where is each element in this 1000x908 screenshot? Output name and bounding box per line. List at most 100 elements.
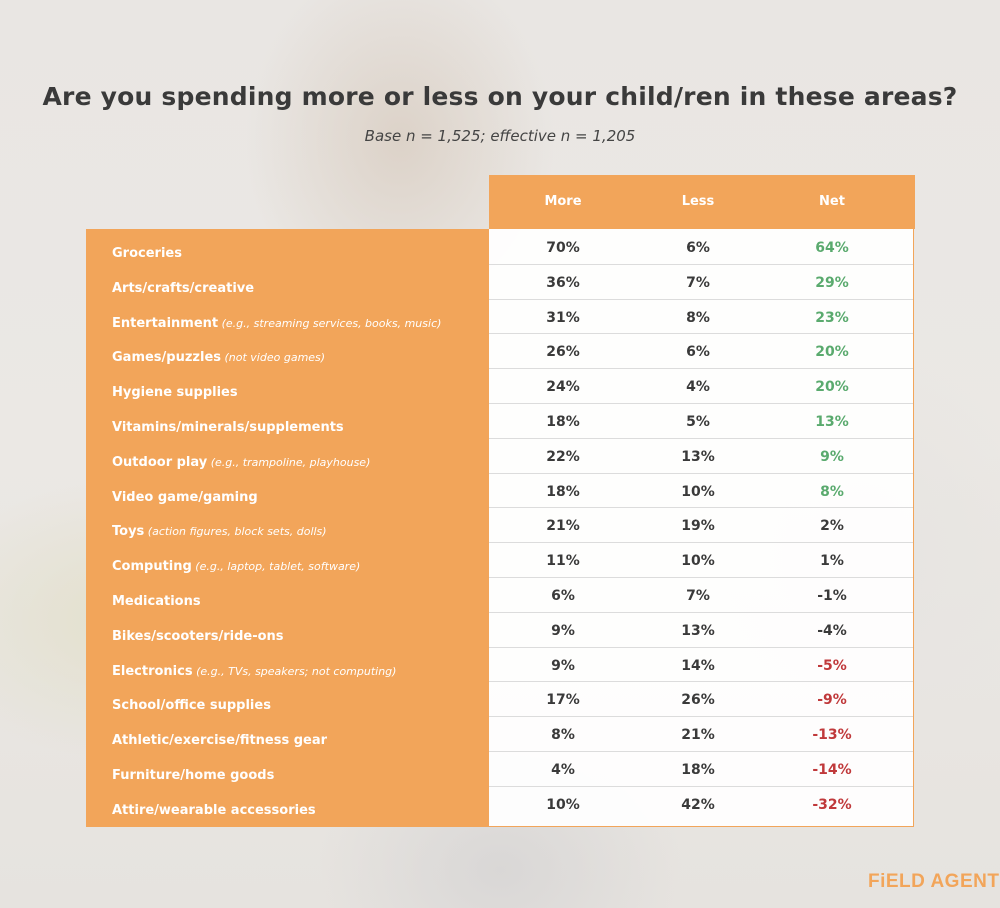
row-label-text: Bikes/scooters/ride-ons	[112, 629, 284, 644]
cell-more: 9%	[551, 623, 575, 639]
cell-net: 8%	[820, 484, 844, 500]
cell-net: 20%	[815, 344, 849, 360]
cell-net: -13%	[812, 727, 852, 743]
row-divider	[489, 681, 913, 682]
row-label-text: Games/puzzles	[112, 350, 221, 365]
row-label-text: Entertainment	[112, 316, 219, 331]
brand-logo: FiELD AGENT	[868, 871, 1000, 892]
row-label: Attire/wearable accessories	[112, 803, 492, 818]
cell-less: 7%	[686, 275, 710, 291]
cell-net: -1%	[817, 588, 847, 604]
cell-less: 13%	[681, 623, 715, 639]
row-label-text: Attire/wearable accessories	[112, 803, 316, 818]
row-label-text: School/office supplies	[112, 698, 271, 713]
cell-more: 22%	[546, 449, 580, 465]
row-label: Vitamins/minerals/supplements	[112, 420, 492, 435]
cell-more: 31%	[546, 310, 580, 326]
chart-title: Are you spending more or less on your ch…	[42, 82, 958, 111]
cell-net: -14%	[812, 762, 852, 778]
row-label-text: Outdoor play	[112, 455, 208, 470]
cell-more: 18%	[546, 414, 580, 430]
cell-more: 21%	[546, 518, 580, 534]
row-label-text: Furniture/home goods	[112, 768, 275, 783]
row-label: Bikes/scooters/ride-ons	[112, 629, 492, 644]
cell-less: 10%	[681, 553, 715, 569]
row-divider	[489, 333, 913, 334]
row-divider	[489, 786, 913, 787]
cell-less: 21%	[681, 727, 715, 743]
cell-less: 6%	[686, 240, 710, 256]
cell-net: 13%	[815, 414, 849, 430]
cell-less: 7%	[686, 588, 710, 604]
row-label: School/office supplies	[112, 698, 492, 713]
cell-more: 6%	[551, 588, 575, 604]
cell-less: 6%	[686, 344, 710, 360]
row-label-text: Video game/gaming	[112, 490, 258, 505]
row-label: Electronics (e.g., TVs, speakers; not co…	[112, 664, 492, 679]
cell-net: 23%	[815, 310, 849, 326]
cell-more: 4%	[551, 762, 575, 778]
row-label: Video game/gaming	[112, 490, 492, 505]
row-label-note: (e.g., laptop, tablet, software)	[191, 560, 361, 573]
row-label-text: Electronics	[112, 664, 193, 679]
cell-more: 17%	[546, 692, 580, 708]
row-label: Computing (e.g., laptop, tablet, softwar…	[112, 559, 492, 574]
cell-net: 29%	[815, 275, 849, 291]
row-label: Outdoor play (e.g., trampoline, playhous…	[112, 455, 492, 470]
row-divider	[489, 299, 913, 300]
cell-more: 26%	[546, 344, 580, 360]
table-body	[489, 229, 914, 827]
cell-less: 4%	[686, 379, 710, 395]
column-header-bar: More Less Net	[489, 175, 915, 229]
cell-less: 13%	[681, 449, 715, 465]
cell-net: 1%	[820, 553, 844, 569]
cell-net: -4%	[817, 623, 847, 639]
row-label-note: (action figures, block sets, dolls)	[144, 525, 327, 538]
row-label: Entertainment (e.g., streaming services,…	[112, 316, 492, 331]
cell-net: 9%	[820, 449, 844, 465]
cell-more: 70%	[546, 240, 580, 256]
row-label-note: (e.g., TVs, speakers; not computing)	[192, 665, 397, 678]
cell-less: 18%	[681, 762, 715, 778]
row-label-text: Toys	[112, 524, 145, 539]
row-divider	[489, 264, 913, 265]
cell-more: 18%	[546, 484, 580, 500]
cell-less: 8%	[686, 310, 710, 326]
cell-net: -32%	[812, 797, 852, 813]
cell-less: 42%	[681, 797, 715, 813]
row-divider	[489, 716, 913, 717]
row-divider	[489, 612, 913, 613]
row-label-note: (not video games)	[221, 351, 326, 364]
row-divider	[489, 507, 913, 508]
row-divider	[489, 438, 913, 439]
row-divider	[489, 473, 913, 474]
cell-less: 10%	[681, 484, 715, 500]
cell-less: 5%	[686, 414, 710, 430]
row-label-text: Groceries	[112, 246, 182, 261]
cell-less: 19%	[681, 518, 715, 534]
row-divider	[489, 577, 913, 578]
cell-net: 2%	[820, 518, 844, 534]
row-label: Games/puzzles (not video games)	[112, 350, 492, 365]
column-header-more: More	[544, 194, 582, 209]
row-divider	[489, 368, 913, 369]
row-divider	[489, 403, 913, 404]
row-label: Hygiene supplies	[112, 385, 492, 400]
cell-more: 9%	[551, 658, 575, 674]
cell-net: -5%	[817, 658, 847, 674]
cell-more: 24%	[546, 379, 580, 395]
row-label-text: Vitamins/minerals/supplements	[112, 420, 344, 435]
cell-more: 10%	[546, 797, 580, 813]
column-header-net: Net	[819, 194, 845, 209]
row-label-note: (e.g., streaming services, books, music)	[218, 317, 442, 330]
cell-net: -9%	[817, 692, 847, 708]
row-divider	[489, 647, 913, 648]
cell-more: 36%	[546, 275, 580, 291]
row-label-text: Hygiene supplies	[112, 385, 238, 400]
cell-net: 64%	[815, 240, 849, 256]
row-divider	[489, 542, 913, 543]
row-label-text: Medications	[112, 594, 201, 609]
row-label-panel	[86, 229, 489, 827]
cell-more: 11%	[546, 553, 580, 569]
row-label: Medications	[112, 594, 492, 609]
